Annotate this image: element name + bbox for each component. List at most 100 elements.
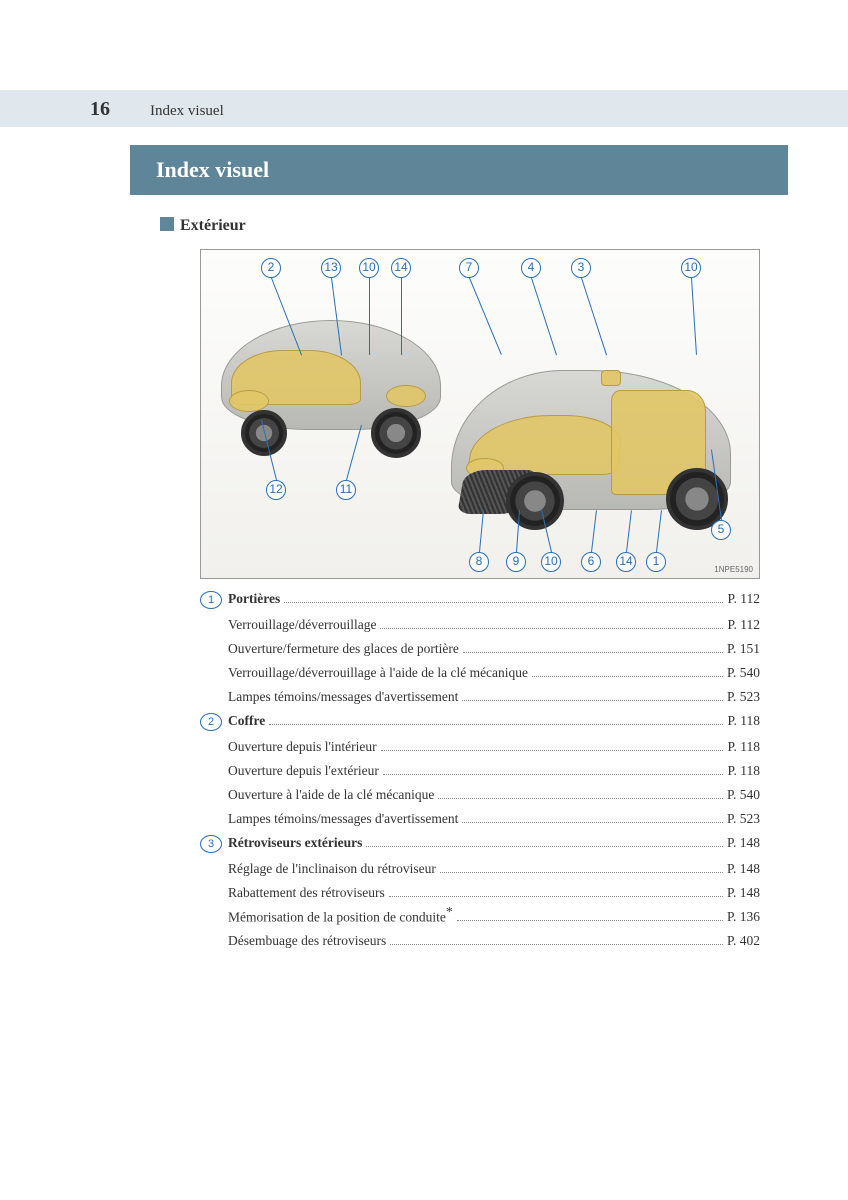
index-list: 1 Portières P. 112 Verrouillage/déverrouill… xyxy=(200,591,760,949)
callout-number: 6 xyxy=(581,552,601,572)
callout-number: 5 xyxy=(711,520,731,540)
callout-line xyxy=(656,510,662,552)
taillight-highlight xyxy=(386,385,426,407)
index-sub-row: Ouverture à l'aide de la clé mécanique P.… xyxy=(200,781,760,803)
index-title: Portières xyxy=(228,591,280,607)
index-sub-label: Ouverture depuis l'intérieur xyxy=(228,739,377,755)
index-sub-label: Mémorisation de la position de conduite* xyxy=(228,905,453,926)
leader-dots xyxy=(389,896,723,897)
index-group: 3Rétroviseurs extérieursP. 148 Réglage de… xyxy=(200,835,760,949)
index-sub-row: Réglage de l'inclinaison du rétroviseur P… xyxy=(200,855,760,877)
index-main-row: 3Rétroviseurs extérieursP. 148 xyxy=(200,835,760,853)
callout-line xyxy=(401,278,402,355)
page-header: 16 Index visuel xyxy=(0,90,848,127)
index-number-circle: 3 xyxy=(200,835,222,853)
index-page-ref: P. 148 xyxy=(727,861,760,877)
callout-line xyxy=(346,425,362,480)
index-sub-label: Verrouillage/déverrouillage xyxy=(228,617,376,633)
index-sub-label: Ouverture depuis l'extérieur xyxy=(228,763,379,779)
index-sub-row: Mémorisation de la position de conduite*… xyxy=(200,903,760,925)
callout-line xyxy=(479,510,484,552)
callout-line xyxy=(469,278,502,355)
subsection-label: Extérieur xyxy=(160,217,788,235)
index-sub-label: Ouverture à l'aide de la clé mécanique xyxy=(228,787,434,803)
leader-dots xyxy=(440,872,723,873)
taillight-highlight xyxy=(229,390,269,412)
index-sub-label: Réglage de l'inclinaison du rétroviseur xyxy=(228,861,436,877)
square-bullet-icon xyxy=(160,217,174,231)
index-sub-label: Verrouillage/déverrouillage à l'aide de … xyxy=(228,665,528,681)
index-page-ref: P. 148 xyxy=(727,885,760,901)
leader-dots xyxy=(383,774,724,775)
image-code: 1NPE5190 xyxy=(714,565,753,574)
index-page-ref: P. 540 xyxy=(727,665,760,681)
page-number: 16 xyxy=(90,98,110,121)
index-page-ref: P. 118 xyxy=(727,739,760,755)
index-page-ref: P. 118 xyxy=(727,713,760,729)
running-title: Index visuel xyxy=(150,103,224,120)
callout-number: 8 xyxy=(469,552,489,572)
leader-dots xyxy=(532,676,723,677)
callout-line xyxy=(691,278,697,355)
index-sub-label: Rabattement des rétroviseurs xyxy=(228,885,385,901)
index-page-ref: P. 540 xyxy=(727,787,760,803)
callout-number: 13 xyxy=(321,258,341,278)
callout-line xyxy=(581,278,607,355)
callout-number: 1 xyxy=(646,552,666,572)
callout-number: 10 xyxy=(541,552,561,572)
index-main-row: 2CoffreP. 118 xyxy=(200,713,760,731)
index-group: 1 Portières P. 112 Verrouillage/déverrouill… xyxy=(200,591,760,705)
callout-number: 12 xyxy=(266,480,286,500)
callout-number: 2 xyxy=(261,258,281,278)
wheel-shape xyxy=(506,472,564,530)
callout-number: 7 xyxy=(459,258,479,278)
section-title-band: Index visuel xyxy=(130,145,788,195)
index-sub-row: Lampes témoins/messages d'avertissement P… xyxy=(200,683,760,705)
leader-dots xyxy=(366,846,723,847)
index-sub-row: Verrouillage/déverrouillage à l'aide de … xyxy=(200,659,760,681)
index-sub-row: Lampes témoins/messages d'avertissement P… xyxy=(200,805,760,827)
index-number-circle: 2 xyxy=(200,713,222,731)
leader-dots xyxy=(380,628,723,629)
index-page-ref: P. 523 xyxy=(727,811,760,827)
callout-line xyxy=(626,510,632,552)
index-page-ref: P. 112 xyxy=(727,591,760,607)
callout-number: 11 xyxy=(336,480,356,500)
index-group: 2CoffreP. 118 Ouverture depuis l'intérieu… xyxy=(200,713,760,827)
index-sub-label: Ouverture/fermeture des glaces de portiè… xyxy=(228,641,459,657)
index-page-ref: P. 151 xyxy=(727,641,760,657)
index-sub-row: Rabattement des rétroviseurs P. 148 xyxy=(200,879,760,901)
callout-number: 10 xyxy=(359,258,379,278)
callout-line xyxy=(591,510,597,552)
callout-number: 3 xyxy=(571,258,591,278)
subsection-text: Extérieur xyxy=(180,217,246,234)
callout-number: 9 xyxy=(506,552,526,572)
leader-dots xyxy=(457,920,723,921)
index-sub-label: Désembuage des rétroviseurs xyxy=(228,933,386,949)
index-page-ref: P. 402 xyxy=(727,933,760,949)
leader-dots xyxy=(381,750,724,751)
index-sub-label: Lampes témoins/messages d'avertissement xyxy=(228,689,458,705)
leader-dots xyxy=(462,822,723,823)
leader-dots xyxy=(463,652,723,653)
leader-dots xyxy=(284,602,723,603)
leader-dots xyxy=(438,798,723,799)
index-sub-row: Ouverture depuis l'intérieur P. 118 xyxy=(200,733,760,755)
leader-dots xyxy=(269,724,723,725)
index-page-ref: P. 148 xyxy=(727,835,760,851)
index-page-ref: P. 136 xyxy=(727,909,760,925)
index-sub-row: Verrouillage/déverrouillageP. 112 xyxy=(200,611,760,633)
index-main-row: 1 Portières P. 112 xyxy=(200,591,760,609)
callout-line xyxy=(369,278,370,355)
index-sub-label: Lampes témoins/messages d'avertissement xyxy=(228,811,458,827)
index-sub-row: Désembuage des rétroviseurs P. 402 xyxy=(200,927,760,949)
index-page-ref: P. 523 xyxy=(727,689,760,705)
exterior-diagram: 1NPE5190 2131014743108910614112115 xyxy=(200,249,760,579)
index-sub-row: Ouverture/fermeture des glaces de portiè… xyxy=(200,635,760,657)
callout-number: 14 xyxy=(616,552,636,572)
leader-dots xyxy=(462,700,723,701)
callout-line xyxy=(531,278,557,355)
index-number-circle: 1 xyxy=(200,591,222,609)
leader-dots xyxy=(390,944,723,945)
callout-number: 10 xyxy=(681,258,701,278)
